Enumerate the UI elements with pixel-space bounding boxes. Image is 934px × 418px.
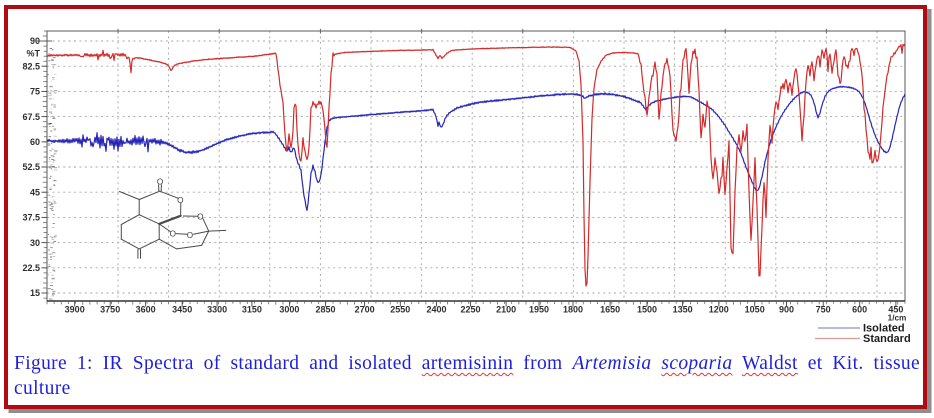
svg-text:O: O — [177, 196, 183, 205]
svg-text:1950: 1950 — [529, 305, 549, 315]
svg-text:22.5: 22.5 — [22, 263, 40, 273]
svg-text:37.5: 37.5 — [22, 213, 40, 223]
svg-text:60: 60 — [30, 137, 40, 147]
svg-text:1350: 1350 — [673, 305, 693, 315]
svg-text:450: 450 — [888, 305, 903, 315]
svg-text:Isolated: Isolated — [863, 323, 905, 335]
svg-text:O: O — [187, 231, 193, 240]
svg-text:Standard: Standard — [863, 333, 911, 345]
svg-text:75: 75 — [30, 87, 40, 97]
svg-text:3000: 3000 — [279, 305, 299, 315]
svg-text:3600: 3600 — [136, 305, 156, 315]
svg-text:2550: 2550 — [390, 305, 410, 315]
svg-text:1/cm: 1/cm — [888, 314, 907, 323]
svg-text:O: O — [170, 230, 176, 239]
svg-text:30: 30 — [30, 238, 40, 248]
svg-text:82.5: 82.5 — [22, 61, 40, 71]
svg-text:600: 600 — [852, 305, 867, 315]
svg-text:750: 750 — [816, 305, 831, 315]
svg-text:O: O — [197, 212, 203, 221]
svg-text:2700: 2700 — [355, 305, 375, 315]
svg-text:90: 90 — [30, 36, 40, 46]
svg-text:900: 900 — [779, 305, 794, 315]
svg-text:1650: 1650 — [600, 305, 620, 315]
svg-text:3450: 3450 — [172, 305, 192, 315]
svg-text:2250: 2250 — [460, 305, 480, 315]
svg-text:3900: 3900 — [65, 305, 85, 315]
svg-text:52.5: 52.5 — [22, 162, 40, 172]
svg-text:45: 45 — [30, 187, 40, 197]
svg-text:2400: 2400 — [426, 305, 446, 315]
svg-text:2850: 2850 — [315, 305, 335, 315]
svg-text:1500: 1500 — [637, 305, 657, 315]
svg-text:3300: 3300 — [207, 305, 227, 315]
svg-text:1050: 1050 — [745, 305, 765, 315]
svg-text:3150: 3150 — [242, 305, 262, 315]
svg-text:1200: 1200 — [709, 305, 729, 315]
svg-text:2100: 2100 — [496, 305, 516, 315]
svg-text:15: 15 — [30, 288, 40, 298]
svg-text:%T: %T — [27, 49, 41, 59]
svg-text:3750: 3750 — [100, 305, 120, 315]
svg-text:O: O — [157, 178, 163, 187]
svg-text:67.5: 67.5 — [22, 112, 40, 122]
svg-text:1800: 1800 — [563, 305, 583, 315]
